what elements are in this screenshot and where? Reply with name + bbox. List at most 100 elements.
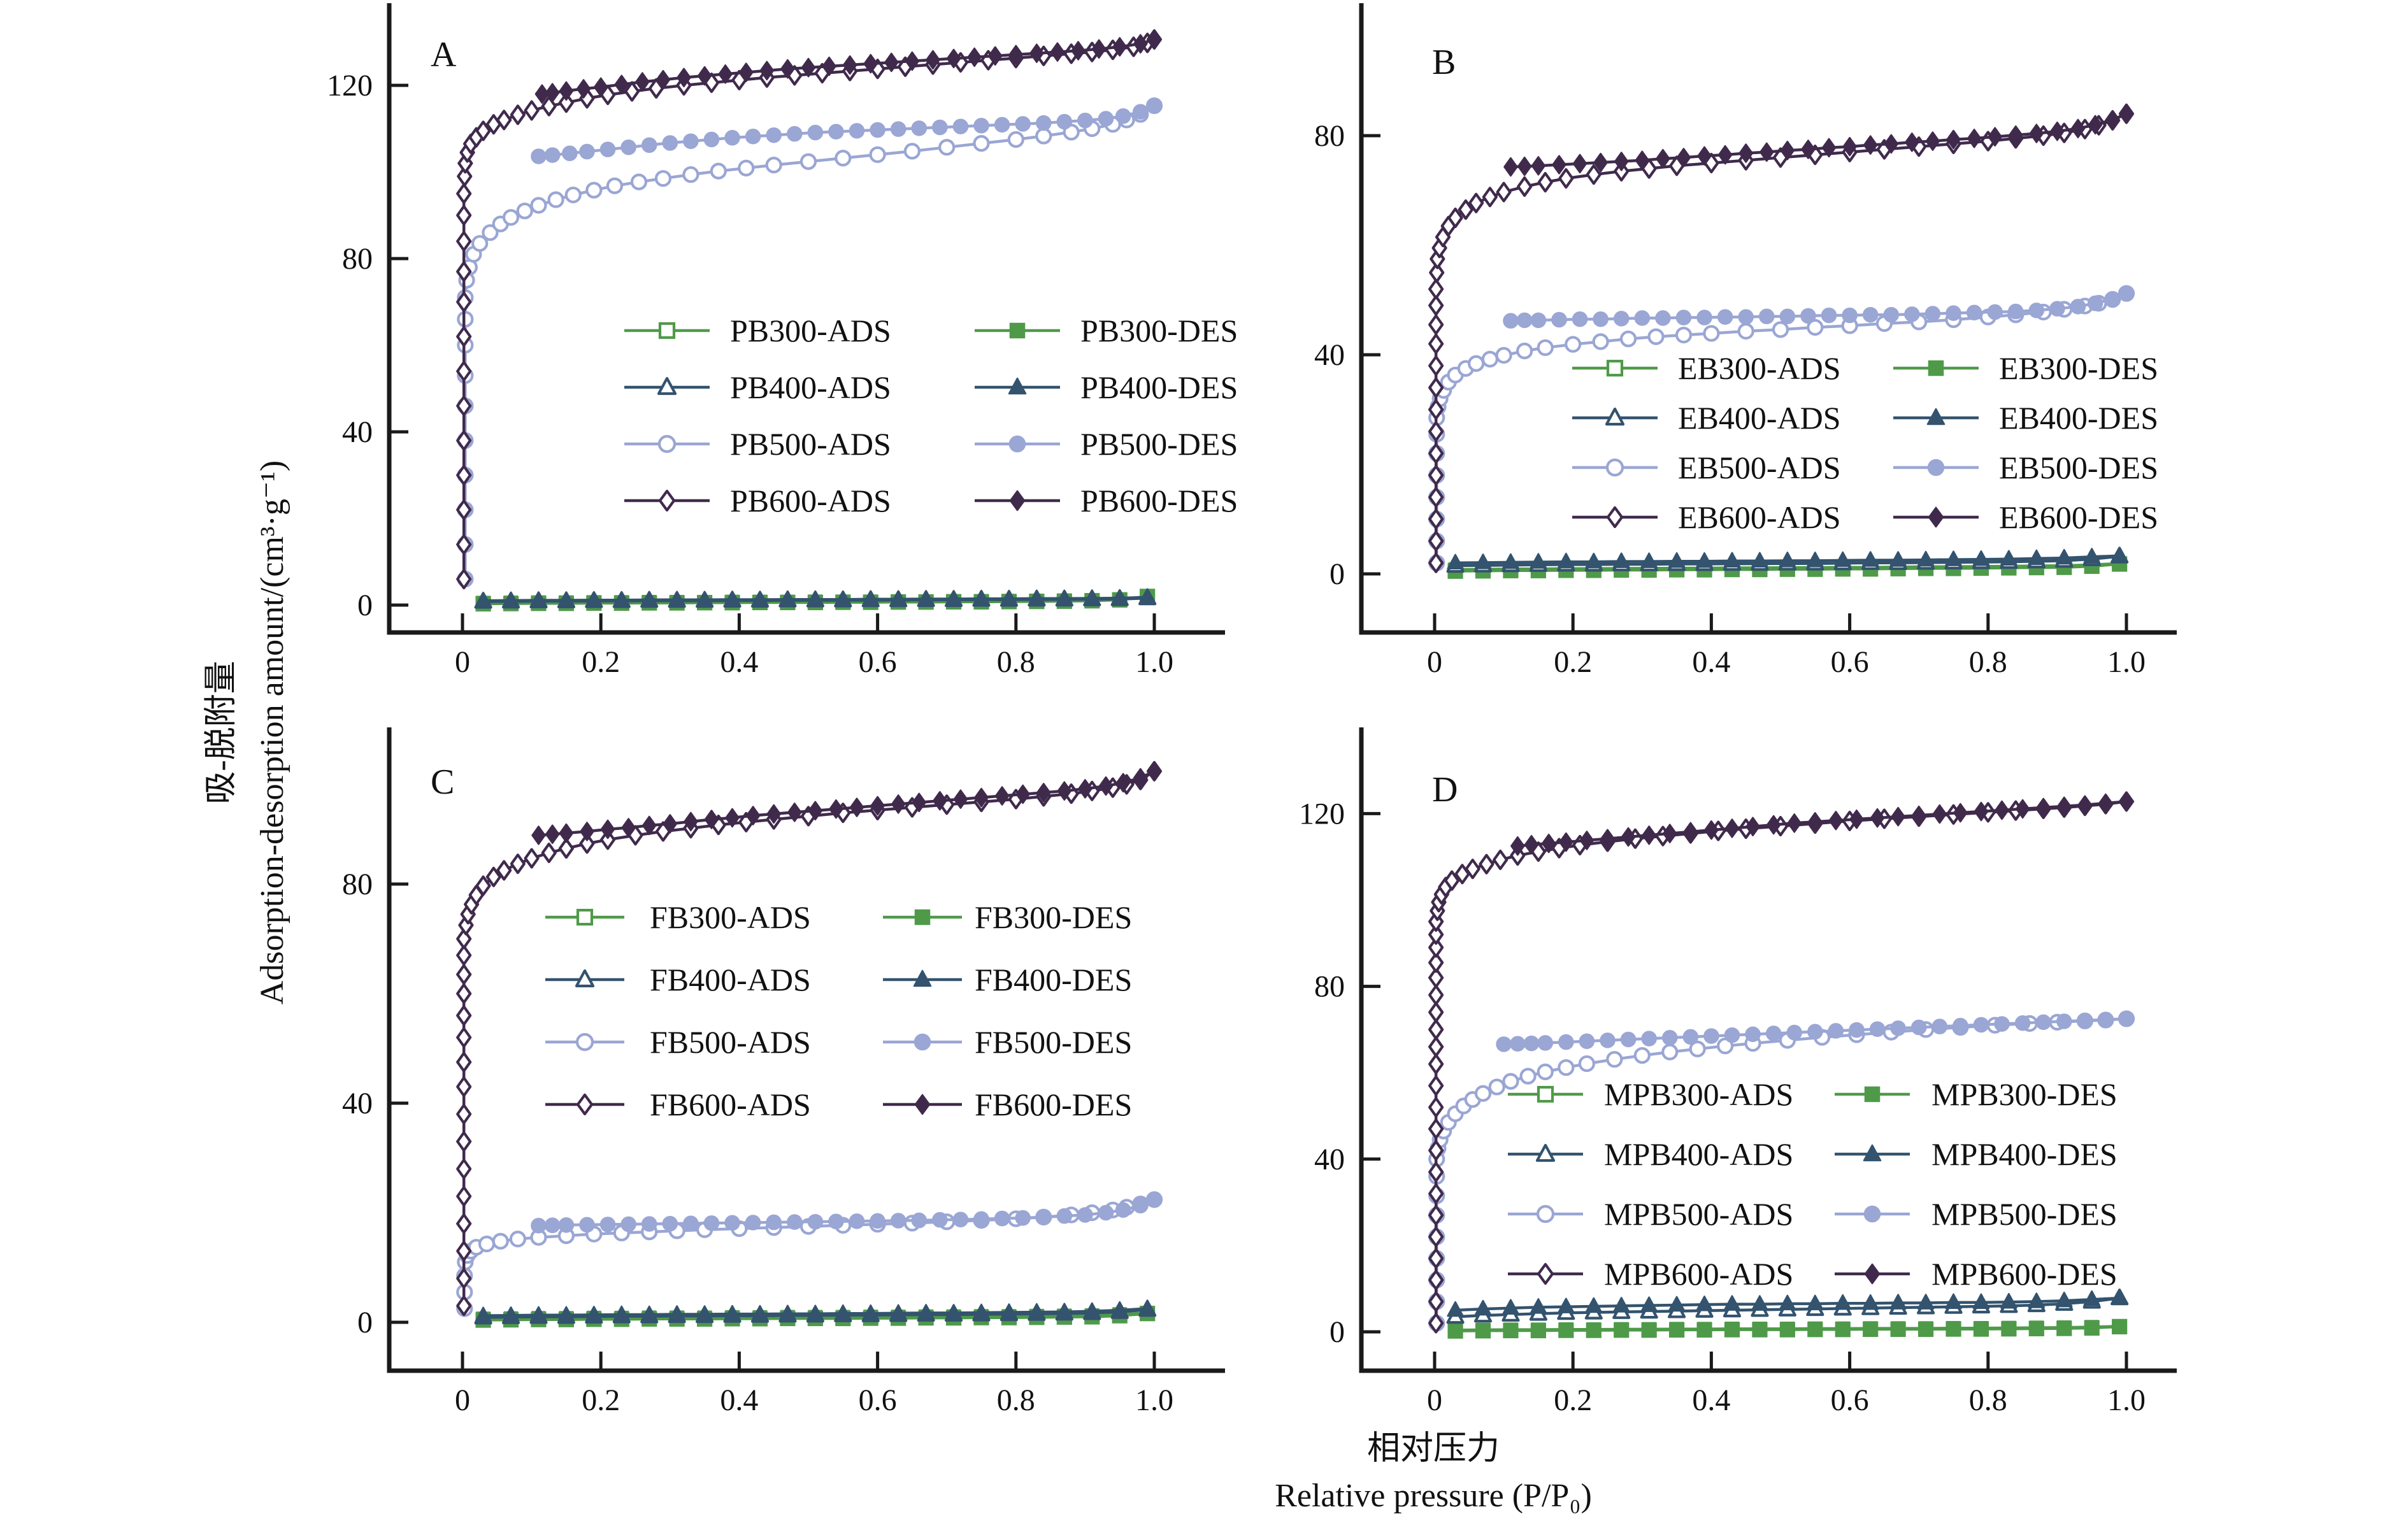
marker-circle-solid bbox=[1966, 304, 1982, 321]
marker-circle-open bbox=[1606, 1051, 1623, 1068]
marker-circle-solid bbox=[849, 1213, 865, 1229]
marker-triangle-solid bbox=[945, 590, 963, 606]
marker-diamond-open bbox=[456, 1076, 472, 1097]
legend-label-MPB500-ADS: MPB500-ADS bbox=[1604, 1196, 1793, 1232]
legend-item-EB500-DES: EB500-DES bbox=[1893, 450, 2158, 485]
marker-circle-solid bbox=[1696, 310, 1712, 325]
marker-triangle-solid bbox=[1668, 552, 1686, 568]
marker-diamond-open bbox=[1428, 1140, 1444, 1161]
marker-diamond-solid bbox=[697, 66, 712, 86]
marker-diamond-open bbox=[456, 231, 472, 252]
marker-triangle-solid bbox=[889, 590, 907, 606]
marker-diamond-solid bbox=[2015, 799, 2030, 819]
marker-diamond-open bbox=[456, 396, 472, 417]
legend-item-MPB500-DES: MPB500-DES bbox=[1835, 1196, 2118, 1232]
marker-circle-solid bbox=[1661, 1030, 1678, 1046]
x-axis-title-zh: 相对压力 bbox=[1366, 1431, 1500, 1467]
marker-circle-solid bbox=[828, 1213, 844, 1230]
marker-circle-open bbox=[1558, 1059, 1575, 1076]
marker-circle-open bbox=[471, 235, 489, 252]
marker-circle-solid bbox=[2035, 1014, 2051, 1031]
legend-item-MPB400-ADS: MPB400-ADS bbox=[1508, 1136, 1793, 1172]
marker-diamond-solid bbox=[1662, 824, 1677, 843]
marker-diamond-open bbox=[1428, 487, 1444, 508]
legend-item-EB400-DES: EB400-DES bbox=[1893, 400, 2158, 436]
marker-diamond-solid bbox=[635, 72, 650, 92]
marker-diamond-open bbox=[624, 81, 640, 102]
marker-diamond-solid bbox=[933, 791, 947, 811]
marker-diamond-solid bbox=[1078, 779, 1093, 799]
marker-diamond-solid bbox=[1738, 143, 1753, 163]
marker-diamond-solid bbox=[1057, 781, 1072, 801]
legend-label-EB500-DES: EB500-DES bbox=[1999, 450, 2158, 485]
legend-item-MPB300-DES: MPB300-DES bbox=[1835, 1076, 2118, 1112]
marker-diamond-solid bbox=[580, 822, 594, 841]
marker-diamond-solid bbox=[884, 52, 899, 73]
marker-triangle-solid bbox=[806, 590, 824, 606]
marker-triangle-solid bbox=[1751, 552, 1768, 568]
x-tick-label: 0.6 bbox=[1831, 1383, 1869, 1417]
marker-circle-solid bbox=[890, 121, 907, 137]
marker-circle-solid bbox=[1682, 1029, 1699, 1045]
legend-item-FB400-ADS: FB400-ADS bbox=[545, 962, 811, 997]
legend-item-FB600-ADS: FB600-ADS bbox=[545, 1087, 811, 1122]
marker-diamond-solid bbox=[787, 803, 802, 822]
marker-circle-solid bbox=[2118, 285, 2135, 301]
marker-diamond-solid bbox=[2119, 104, 2134, 124]
marker-circle-solid bbox=[641, 1216, 657, 1232]
marker-diamond-solid bbox=[1524, 834, 1539, 855]
marker-diamond-open bbox=[1428, 1269, 1444, 1290]
marker-circle-solid bbox=[994, 1210, 1010, 1227]
marker-circle-solid bbox=[1593, 311, 1609, 327]
marker-diamond-open bbox=[1428, 333, 1444, 354]
marker-diamond-solid bbox=[725, 808, 740, 828]
marker-circle-solid bbox=[1015, 116, 1031, 132]
marker-triangle-solid bbox=[724, 1304, 741, 1321]
marker-triangle-solid bbox=[751, 1304, 769, 1321]
marker-triangle-solid bbox=[751, 590, 769, 606]
marker-triangle-solid bbox=[1502, 553, 1519, 569]
marker-diamond-solid bbox=[663, 814, 678, 834]
marker-circle-solid bbox=[1821, 307, 1837, 324]
marker-circle-open bbox=[682, 166, 699, 183]
series-MPB500-DES-markers bbox=[1496, 1011, 2135, 1052]
y-tick-label: 80 bbox=[342, 868, 373, 901]
marker-diamond-solid bbox=[1559, 832, 1573, 852]
marker-diamond-solid bbox=[614, 75, 629, 94]
marker-circle-open bbox=[1502, 1073, 1519, 1090]
y-tick-label: 80 bbox=[342, 242, 373, 276]
marker-circle-solid bbox=[932, 119, 948, 136]
marker-circle-solid bbox=[1077, 112, 1093, 129]
marker-diamond-open bbox=[1428, 1019, 1444, 1040]
marker-diamond-solid bbox=[621, 818, 636, 838]
marker-circle-solid bbox=[973, 117, 989, 134]
marker-triangle-solid bbox=[1926, 408, 1946, 425]
marker-triangle-solid bbox=[1585, 1297, 1603, 1313]
marker-circle-solid bbox=[1745, 1026, 1761, 1043]
marker-square-solid bbox=[1531, 1322, 1546, 1337]
marker-diamond-solid bbox=[1821, 138, 1837, 158]
marker-square-solid bbox=[1475, 1322, 1491, 1338]
marker-square-open bbox=[1537, 1085, 1554, 1103]
marker-diamond-open bbox=[1428, 1036, 1444, 1057]
marker-circle-open bbox=[654, 170, 672, 187]
marker-diamond-solid bbox=[967, 47, 982, 68]
marker-circle-open bbox=[1633, 1046, 1651, 1064]
marker-circle-open bbox=[869, 146, 886, 163]
marker-diamond-open bbox=[457, 166, 473, 187]
marker-circle-open bbox=[585, 182, 603, 199]
marker-square-solid bbox=[1724, 1322, 1740, 1336]
marker-triangle-solid bbox=[779, 1304, 796, 1320]
marker-diamond-open bbox=[456, 204, 472, 226]
marker-triangle-open bbox=[575, 969, 595, 988]
marker-diamond-solid bbox=[1133, 34, 1148, 54]
marker-circle-solid bbox=[1931, 1018, 1948, 1034]
marker-diamond-solid bbox=[1988, 127, 2002, 146]
marker-triangle-solid bbox=[613, 590, 631, 607]
series-MPB600-ADS-markers bbox=[1428, 791, 2135, 1334]
marker-triangle-solid bbox=[1530, 1298, 1547, 1314]
marker-circle-solid bbox=[1008, 435, 1026, 453]
marker-triangle-solid bbox=[1000, 589, 1018, 606]
marker-diamond-solid bbox=[600, 819, 615, 839]
